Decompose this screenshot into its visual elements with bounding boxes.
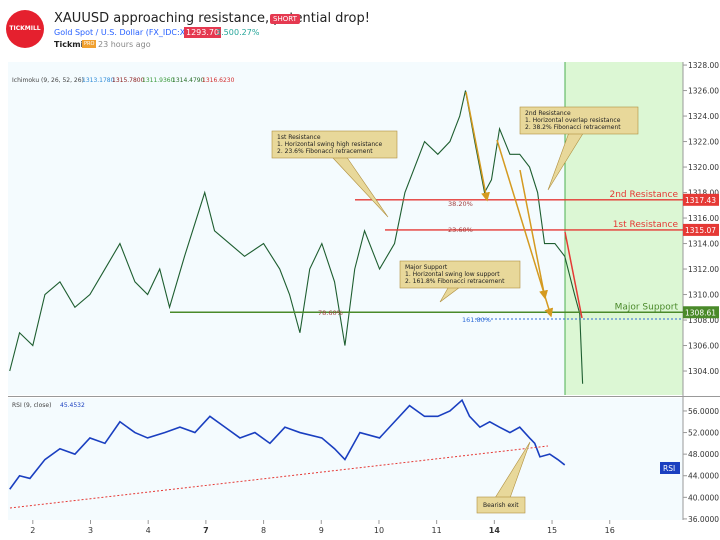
indicator-value: 1311.9360 <box>142 77 175 84</box>
x-tick-label: 10 <box>374 526 384 535</box>
time: 23 hours ago <box>98 40 151 49</box>
fib-label: 78.60% <box>318 309 343 317</box>
level-name: Major Support <box>615 302 679 312</box>
y-tick-label: 52.0000 <box>688 429 719 438</box>
indicator-value: 1313.1780 <box>82 77 115 84</box>
callout-title: 2nd Resistance <box>525 110 571 117</box>
x-tick-label: 3 <box>88 526 93 535</box>
change-pct: 0.27% <box>234 28 260 37</box>
x-tick-label: 11 <box>432 526 442 535</box>
callout-box <box>271 130 398 159</box>
symbol[interactable]: Gold Spot / U.S. Dollar (FX_IDC:XAUUSD) <box>54 28 217 37</box>
y-tick-label: 56.0000 <box>688 407 719 416</box>
y-tick-label: 1306.00 <box>688 342 719 351</box>
indicator-value: 1316.6230 <box>202 77 235 84</box>
callout-title: Major Support <box>405 264 448 271</box>
y-tick-label: 1318.00 <box>688 189 719 198</box>
badge: SHORT <box>270 14 300 24</box>
x-tick-label: 4 <box>146 526 151 535</box>
y-tick-label: 44.0000 <box>688 472 719 481</box>
fib-label: 161.80% <box>462 316 491 324</box>
callout-title: 1st Resistance <box>277 134 321 141</box>
level-name: 1st Resistance <box>613 220 679 230</box>
level-tag <box>683 306 719 319</box>
change: 3.50 <box>216 28 234 37</box>
logo: TICKMILL <box>6 10 44 48</box>
x-tick-label: 7 <box>203 526 209 535</box>
x-tick-label: 2 <box>30 526 35 535</box>
y-tick-label: 1326.00 <box>688 87 719 96</box>
indicator-value: 1315.7800 <box>112 77 145 84</box>
chart: 1304.00 1306.00 1308.00 1310.00 1312.00 1314.… <box>8 61 720 535</box>
y-tick-label: 36.0000 <box>688 515 719 524</box>
indicator-value: 1314.4790 <box>172 77 205 84</box>
y-tick-label: 1320.00 <box>688 163 719 172</box>
x-tick-label: 14 <box>489 526 501 535</box>
y-tick-label: 1316.00 <box>688 214 719 223</box>
callout-line: 2. 161.8% Fibonacci retracement <box>405 278 505 285</box>
title: XAUUSD approaching resistance, potential… <box>54 11 370 26</box>
y-tick-label: 1308.00 <box>688 316 719 325</box>
x-tick-label: 16 <box>605 526 615 535</box>
level-value: 1308.61 <box>685 308 716 317</box>
rsi-tag: RSI <box>663 464 675 473</box>
series-line <box>9 398 566 490</box>
level-value: 1317.43 <box>685 196 716 205</box>
callout-title: Bearish exit <box>483 502 519 509</box>
level-value: 1315.07 <box>685 226 716 235</box>
price: 1293.70 <box>184 27 222 38</box>
y-tick-label: 1324.00 <box>688 112 719 121</box>
y-tick-label: 1304.00 <box>688 367 719 376</box>
callout-line: 1. Horizontal swing low support <box>405 271 500 278</box>
down-arrow <box>564 231 583 319</box>
callout-box <box>399 260 521 289</box>
header: TICKMILL XAUUSD approaching resistance, … <box>0 0 720 58</box>
author-badge: PRO <box>82 40 97 48</box>
y-tick-label: 1310.00 <box>688 291 719 300</box>
author[interactable]: Tickmill <box>54 40 89 49</box>
rsi-title: RSI (9, close) <box>12 402 51 409</box>
fib-label: 23.60% <box>448 226 473 234</box>
arrow <box>496 139 554 318</box>
fib-label: 38.20% <box>448 200 473 208</box>
level-tag <box>683 223 719 236</box>
callout-box <box>476 496 526 514</box>
rsi-tag-box <box>660 462 680 474</box>
arrow <box>519 169 548 300</box>
y-tick-label: 48.0000 <box>688 450 719 459</box>
y-tick-label: 1314.00 <box>688 240 719 249</box>
x-tick-label: 8 <box>261 526 266 535</box>
callout-box <box>519 106 639 135</box>
y-tick-label: 1328.00 <box>688 61 719 70</box>
rsi-current: 45.4532 <box>60 402 85 409</box>
x-tick-label: 15 <box>547 526 557 535</box>
arrow <box>465 91 490 202</box>
level-name: 2nd Resistance <box>609 190 678 200</box>
callout-line: 2. 23.6% Fibonacci retracement <box>277 148 373 155</box>
x-tick-label: 9 <box>319 526 324 535</box>
y-tick-label: 40.0000 <box>688 493 719 502</box>
callout-line: 2. 38.2% Fibonacci retracement <box>525 124 621 131</box>
callout-line: 1. Horizontal swing high resistance <box>277 141 382 148</box>
indicator-name: Ichimoku (9, 26, 52, 26) <box>12 77 84 84</box>
series-line <box>9 90 584 384</box>
callout-line: 1. Horizontal overlap resistance <box>525 117 621 124</box>
y-tick-label: 1312.00 <box>688 265 719 274</box>
level-tag <box>683 193 719 206</box>
y-tick-label: 1322.00 <box>688 138 719 147</box>
